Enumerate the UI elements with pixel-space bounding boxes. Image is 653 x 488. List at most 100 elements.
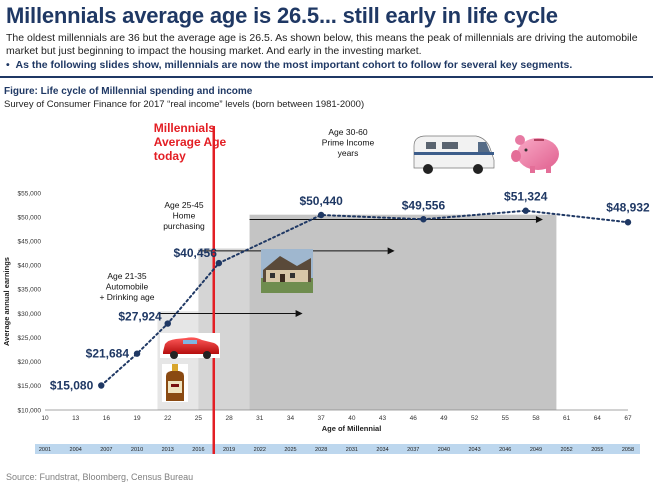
stage-arrow-head: [387, 247, 395, 255]
chart-axes: $10,000 $15,000 $20,000 $25,000 $30,000 $35,0…: [2, 190, 632, 433]
y-tick-label: $20,000: [18, 359, 42, 366]
year-label: 2031: [346, 447, 358, 453]
data-label: $15,080: [50, 379, 94, 393]
year-strip: 2001 2004 2007 2010 2013 2016 2019 2022 2025 2028…: [35, 444, 640, 454]
year-label: 2025: [284, 447, 296, 453]
data-point: [164, 320, 171, 327]
data-label: $48,932: [606, 200, 650, 214]
y-tick-label: $45,000: [18, 239, 42, 246]
source-note: Source: Fundstrat, Bloomberg, Census Bur…: [6, 472, 194, 482]
x-tick-label: 22: [164, 415, 172, 422]
year-label: 2022: [254, 447, 266, 453]
rv-illustration: [410, 130, 496, 178]
year-label: 2019: [223, 447, 235, 453]
x-tick-label: 16: [103, 415, 111, 422]
data-point: [133, 350, 141, 357]
average-age-label: Average Age: [154, 135, 227, 149]
year-label: 2037: [407, 447, 419, 453]
stage-label: Age 25-45: [164, 200, 203, 210]
year-label: 2052: [561, 447, 573, 453]
page-subtitle: The oldest millennials are 36 but the av…: [6, 32, 638, 57]
year-label: 2034: [376, 447, 388, 453]
x-tick-label: 61: [563, 415, 571, 422]
x-tick-label: 43: [379, 415, 387, 422]
y-tick-label: $50,000: [18, 214, 42, 221]
data-point: [98, 382, 105, 389]
stage-label: Age 21-35: [107, 271, 146, 281]
whisky-bottle-illustration: [162, 364, 188, 402]
y-axis-title: Average annual earnings: [2, 257, 11, 346]
earnings-line: [100, 209, 629, 387]
y-tick-label: $30,000: [18, 311, 42, 318]
year-label: 2007: [100, 447, 112, 453]
x-tick-label: 64: [594, 415, 602, 422]
stage-bands: [157, 214, 557, 410]
year-label: 2040: [438, 447, 450, 453]
data-point: [522, 207, 529, 214]
data-label: $27,924: [118, 310, 162, 324]
stage-label: purchasing: [163, 221, 205, 231]
year-label: 2004: [70, 447, 82, 453]
year-label: 2010: [131, 447, 143, 453]
x-tick-label: 34: [287, 415, 295, 422]
stage-label: Prime Income: [322, 138, 375, 148]
x-tick-label: 46: [410, 415, 418, 422]
x-axis-title: Age of Millennial: [322, 424, 382, 433]
y-tick-label: $55,000: [18, 190, 42, 197]
year-label: 2046: [499, 447, 511, 453]
x-tick-label: 19: [133, 415, 141, 422]
y-tick-label: $25,000: [18, 335, 42, 342]
data-label: $51,324: [504, 190, 548, 204]
x-tick-label: 52: [471, 415, 479, 422]
x-tick-label: 10: [41, 415, 49, 422]
piggy-bank-illustration: [511, 135, 559, 173]
year-label: 2055: [591, 447, 603, 453]
data-label: $49,556: [402, 198, 446, 212]
y-tick-label: $15,000: [18, 383, 42, 390]
car-illustration: [160, 333, 220, 359]
year-label: 2016: [192, 447, 204, 453]
stage-label: Automobile: [106, 282, 149, 292]
y-tick-label: $35,000: [18, 287, 42, 294]
data-point: [317, 211, 325, 219]
data-label: $50,440: [299, 194, 343, 208]
figure-title: Figure: Life cycle of Millennial spendin…: [4, 86, 253, 97]
y-tick-label: $40,000: [18, 263, 42, 270]
x-tick-label: 37: [318, 415, 326, 422]
x-tick-label: 49: [440, 415, 448, 422]
data-labels: $15,080 $21,684 $27,924 $40,456 $50,440 $49,5…: [50, 190, 650, 393]
y-tick-label: $10,000: [18, 407, 42, 414]
x-tick-label: 58: [532, 415, 540, 422]
x-tick-label: 31: [256, 415, 264, 422]
year-label: 2043: [468, 447, 480, 453]
stage-arrow-head: [295, 310, 303, 318]
x-tick-label: 13: [72, 415, 80, 422]
year-label: 2013: [162, 447, 174, 453]
x-tick-label: 40: [348, 415, 356, 422]
stage-label: + Drinking age: [99, 292, 154, 302]
average-age-label: Millennials: [154, 121, 216, 135]
stage-band: [249, 214, 557, 410]
data-point: [215, 259, 223, 267]
data-point: [420, 216, 427, 223]
figure-subtitle: Survey of Consumer Finance for 2017 “rea…: [4, 99, 365, 110]
stage-label: years: [338, 148, 359, 158]
x-tick-label: 67: [624, 415, 632, 422]
house-illustration: [261, 249, 313, 293]
year-label: 2049: [530, 447, 542, 453]
data-label: $40,456: [173, 246, 217, 260]
year-label: 2028: [315, 447, 327, 453]
data-point: [624, 219, 632, 226]
stage-arrow-head: [535, 216, 543, 224]
data-label: $21,684: [86, 347, 130, 361]
x-tick-label: 28: [225, 415, 233, 422]
key-bullet: • As the following slides show, millenni…: [6, 59, 573, 71]
title-divider: [0, 76, 653, 78]
page-title: Millennials average age is 26.5... still…: [6, 3, 558, 28]
stage-label: Age 30-60: [328, 127, 367, 137]
stage-label: Home: [173, 211, 196, 221]
key-bullet-text: As the following slides show, millennial…: [15, 59, 573, 71]
